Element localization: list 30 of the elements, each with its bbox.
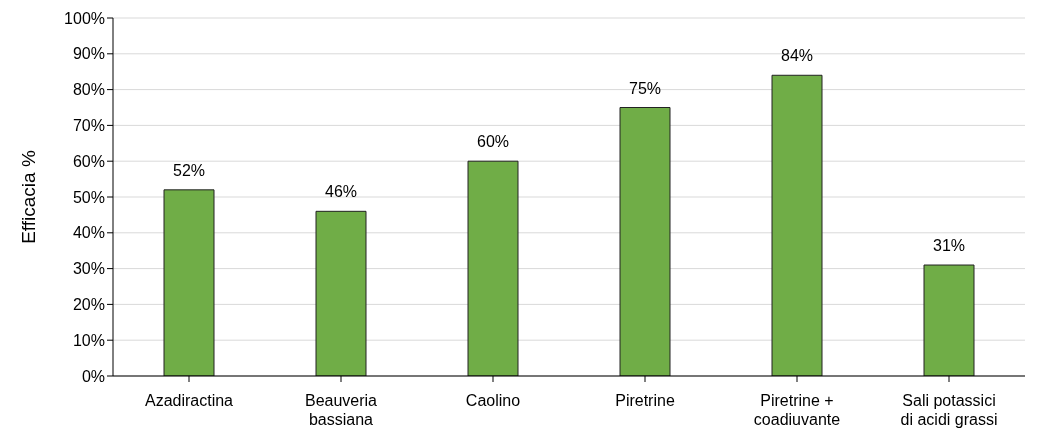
bar [771, 74, 823, 376]
x-tick-label: Beauveria bassiana [304, 392, 378, 428]
data-label: 31% [932, 237, 966, 255]
data-label: 84% [780, 47, 814, 65]
y-tick-label: 70% [72, 117, 105, 135]
y-tick-label: 30% [72, 260, 105, 278]
y-tick-label: 0% [81, 367, 105, 385]
bar [619, 107, 671, 376]
y-tick-label: 90% [72, 45, 105, 63]
data-label: 52% [172, 161, 206, 179]
x-tick-label: Sali potassici di acidi grassi [900, 392, 998, 428]
y-tick-label: 100% [64, 9, 105, 27]
data-label: 60% [476, 133, 510, 151]
bar [163, 189, 215, 376]
y-axis-title: Efficacia % [17, 150, 39, 244]
y-tick-label: 60% [72, 152, 105, 170]
x-tick-label: Piretrine [615, 392, 675, 409]
data-label: 75% [628, 79, 662, 97]
y-tick-label: 40% [72, 224, 105, 242]
y-tick-label: 80% [72, 81, 105, 99]
x-tick-label: Piretrine + coadiuvante [753, 392, 841, 428]
bar [467, 160, 519, 376]
x-tick-label: Azadiractina [144, 392, 234, 409]
y-tick-label: 20% [72, 296, 105, 314]
bar [315, 210, 367, 376]
data-label: 46% [324, 183, 358, 201]
y-tick-label: 50% [72, 188, 105, 206]
bar [923, 264, 975, 376]
x-tick-label: Caolino [465, 392, 521, 409]
y-tick-label: 10% [72, 331, 105, 349]
